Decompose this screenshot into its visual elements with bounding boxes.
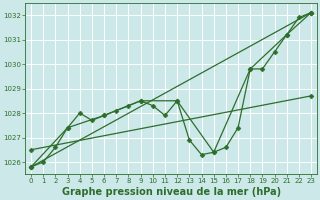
X-axis label: Graphe pression niveau de la mer (hPa): Graphe pression niveau de la mer (hPa): [61, 187, 281, 197]
